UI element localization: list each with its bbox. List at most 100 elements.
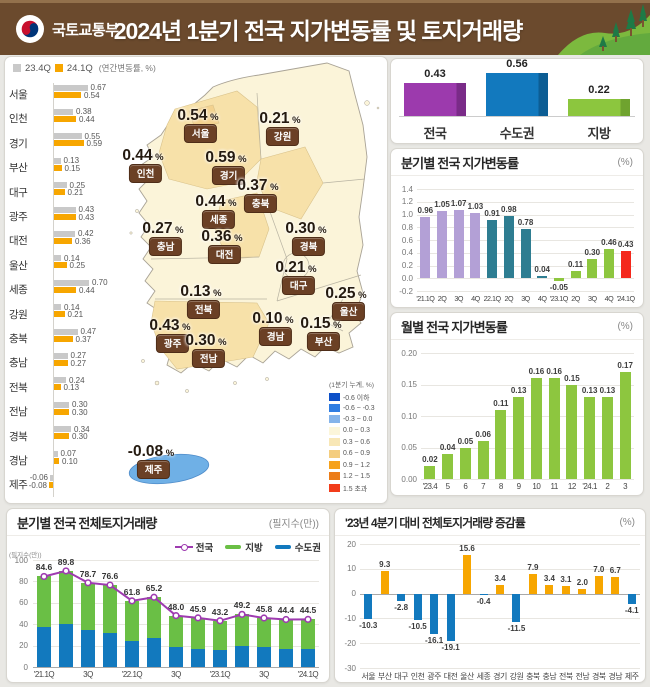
baseline: [399, 116, 635, 117]
percent-suffix: %: [225, 198, 237, 209]
gridline: [360, 593, 640, 595]
national-summary-chart: 0.43 전국 0.56 수도권 0.22 지방: [391, 58, 643, 143]
bar: [620, 250, 631, 279]
bar: [537, 275, 548, 279]
bar: [570, 271, 581, 279]
x-tick-label: 경기: [493, 672, 507, 681]
y-tick-label: 0: [23, 662, 28, 672]
percent-suffix: %: [210, 288, 222, 299]
region-value: 0.37: [75, 334, 92, 344]
region-label: 강원: [9, 308, 28, 321]
percent-suffix: %: [207, 112, 219, 123]
bar: [530, 378, 542, 479]
bar-value: 1.03: [467, 201, 484, 211]
region-bar-23.4Q: [54, 426, 71, 433]
line-legend-icon: [174, 543, 193, 551]
y-tick-label: 0.00: [401, 474, 417, 484]
map-region-chip-전북: 전북: [186, 300, 221, 319]
bar-value: -2.8: [394, 602, 409, 612]
bar: [496, 585, 504, 594]
x-tick-label: 6: [463, 482, 468, 491]
y-axis-caption: (필지수(만)): [9, 552, 42, 559]
map-value-제주: -0.08 %: [127, 443, 175, 460]
bar: [603, 248, 614, 279]
region-bar-23.4Q: [54, 450, 58, 457]
region-value: 0.13: [63, 383, 80, 393]
percent-suffix: %: [215, 337, 227, 348]
volume-legend-label: 수도권: [294, 543, 321, 554]
y-tick-label: -30: [344, 663, 356, 673]
y-tick-label: 80: [19, 576, 28, 586]
map-legend-swatch-icon: [329, 426, 340, 435]
bar-value: 9.3: [379, 559, 391, 569]
region-bar-23.4Q: [54, 377, 66, 384]
monthly-rate-unit: (%): [617, 320, 633, 332]
total-value: 65.2: [145, 583, 163, 594]
region-bar-23.4Q: [54, 328, 78, 335]
percent-suffix: %: [305, 264, 317, 275]
series-legend-icon: [224, 543, 242, 551]
x-tick-label: '22.1Q: [121, 670, 143, 679]
region-value: 0.34: [74, 424, 90, 434]
bar-value: 15.6: [459, 543, 475, 553]
region-bar-24.1Q: [54, 311, 65, 318]
volume-title: 분기별 전국 전체토지거래량: [17, 515, 157, 531]
bar: [528, 574, 537, 594]
bar-value: 0.05: [457, 436, 474, 446]
x-tick-label: 4Q: [537, 294, 547, 303]
region-bar-23.4Q: [54, 182, 67, 189]
x-tick-label: 3Q: [83, 670, 93, 679]
map-legend-row: 0.3 ~ 0.6: [329, 437, 385, 448]
bar-value: 0.06: [475, 430, 491, 440]
volume-chart: 전국 지방 수도권 100 80 60 40 20 0 (필지수(만)) 84.6 '21.1Q 89…: [7, 536, 329, 683]
map-panel: 23.4Q 24.1Q (연간변동률, %) 서울 0.67 0.54 인천 0.38 0…: [4, 56, 388, 504]
region-bar-23.4Q: [50, 474, 53, 481]
card-head: 월별 전국 지가변동률 (%): [391, 313, 643, 340]
map-region-chip-광주: 광주: [155, 334, 190, 353]
bar-value: 0.96: [417, 206, 434, 216]
legend-dash: [274, 545, 291, 549]
page-title: 2024년 1분기 전국 지가변동률 및 토지거래량: [113, 18, 523, 44]
gridline: [360, 544, 640, 545]
bar-value: 0.91: [484, 209, 500, 219]
x-tick-label: 10: [532, 482, 541, 491]
percent-suffix: %: [267, 182, 279, 193]
summary-label: 지방: [587, 126, 611, 141]
percent-suffix: %: [179, 322, 191, 333]
x-tick-label: 7: [481, 482, 486, 491]
map-legend-swatch-icon: [329, 438, 340, 447]
bar-local: [147, 597, 161, 639]
map-value-충북: 0.37 %: [237, 177, 279, 194]
bar-value: 3.1: [560, 574, 572, 584]
bar: [430, 593, 439, 634]
x-tick-label: 울산: [460, 672, 474, 681]
bar: [479, 593, 488, 595]
gridline: [360, 668, 640, 669]
map-legend-rows: -0.6 이하 -0.6 ~ -0.3 -0.3 ~ 0.0 0.0 ~ 0.3 0.3…: [329, 391, 385, 494]
gridline: [417, 214, 634, 216]
bar-value: 6.7: [609, 565, 621, 575]
bar: [594, 576, 603, 594]
bar: [413, 593, 422, 620]
regional-change-card: '23년 4분기 대비 전체토지거래량 증감률 (%) 20 10 0 -10 -20-…: [334, 508, 646, 683]
map-legend-row: -0.6 ~ -0.3: [329, 402, 385, 413]
bar-capital: [213, 649, 227, 667]
volume-legend-label: 전국: [195, 543, 214, 554]
bar-capital: [81, 629, 95, 667]
x-tick-label: 2Q: [571, 294, 580, 303]
region-label: 전북: [9, 381, 28, 394]
bar-capital: [103, 632, 117, 667]
region-value: 0.14: [64, 302, 80, 312]
legend-label-prev: 23.4Q: [25, 62, 51, 74]
region-value: 0.13: [63, 156, 80, 166]
y-tick-label: 0.0: [401, 273, 413, 283]
region-label: 서울: [9, 89, 28, 101]
regional-change-title: '23년 4분기 대비 전체토지거래량 증감률: [345, 515, 526, 530]
region-bar-24.1Q: [54, 359, 68, 366]
map-legend-swatch-icon: [329, 404, 340, 413]
map-value-전남: 0.30 %: [185, 332, 227, 349]
region-value: 0.30: [72, 400, 88, 410]
trees-illustration-icon: [558, 4, 650, 55]
volume-card: 분기별 전국 전체토지거래량 (필지수(만)) 전국 지방 수도권 100 80 60 4…: [6, 508, 330, 683]
region-value: 0.43: [78, 212, 95, 222]
